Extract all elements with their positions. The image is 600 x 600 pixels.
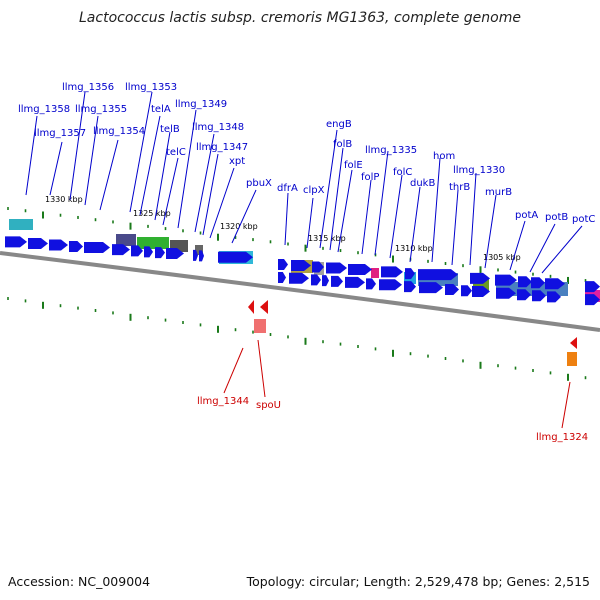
label-leaders (25, 91, 583, 274)
gene-label-llmg_1355[interactable]: llmg_1355 (75, 104, 127, 115)
gene-label-llmg_1354[interactable]: llmg_1354 (93, 126, 145, 137)
gene-label-llmg_1347[interactable]: llmg_1347 (196, 142, 248, 153)
gene-label-xpt[interactable]: xpt (229, 156, 245, 167)
scale-label-1310: 1310 kbp (395, 244, 433, 253)
scale-label-1330: 1330 kbp (45, 195, 83, 204)
gene-label-llmg_1324[interactable]: llmg_1324 (536, 432, 588, 443)
gene-label-telB[interactable]: telB (160, 124, 180, 135)
gene-label-potB[interactable]: potB (545, 212, 568, 223)
gene-label-llmg_1330[interactable]: llmg_1330 (453, 165, 505, 176)
gene-label-llmg_1357[interactable]: llmg_1357 (34, 128, 86, 139)
scale-labels: 1330 kbp 1325 kbp 1320 kbp 1315 kbp 1310… (45, 195, 521, 262)
gene-label-telC[interactable]: telC (166, 147, 186, 158)
scale-label-1325: 1325 kbp (133, 209, 171, 218)
gene-label-hom[interactable]: hom (433, 151, 455, 162)
scale-label-1315: 1315 kbp (308, 234, 346, 243)
gene-label-folE[interactable]: folE (344, 160, 363, 171)
map-title: Lactococcus lactis subsp. cremoris MG136… (79, 10, 521, 26)
scale-label-1305: 1305 kbp (483, 253, 521, 262)
gene-label-murB[interactable]: murB (485, 187, 512, 198)
gene-label-clpX[interactable]: clpX (303, 185, 325, 196)
gene-label-dfrA[interactable]: dfrA (277, 183, 298, 194)
gene-label-potA[interactable]: potA (515, 210, 538, 221)
gene-label-pbuX[interactable]: pbuX (246, 178, 272, 189)
gene-label-folP[interactable]: folP (361, 172, 379, 183)
reverse-leaders (223, 339, 571, 429)
gene-label-llmg_1348[interactable]: llmg_1348 (192, 122, 244, 133)
genome-backbone (0, 251, 600, 332)
gene-label-llmg_1358[interactable]: llmg_1358 (18, 104, 70, 115)
gene-label-llmg_1353[interactable]: llmg_1353 (125, 82, 177, 93)
gene-label-potC[interactable]: potC (572, 214, 595, 225)
scale-label-1320: 1320 kbp (220, 222, 258, 231)
gene-label-telA[interactable]: telA (151, 104, 171, 115)
gene-label-folB[interactable]: folB (333, 139, 352, 150)
gene-label-spoU[interactable]: spoU (256, 400, 281, 411)
reverse-features (248, 300, 577, 366)
accession-text: Accession: NC_009004 (8, 574, 150, 589)
gene-label-engB[interactable]: engB (326, 119, 352, 130)
gene-arrows (5, 236, 600, 306)
gene-label-thrB[interactable]: thrB (449, 182, 470, 193)
gene-label-llmg_1349[interactable]: llmg_1349 (175, 99, 227, 110)
gene-label-llmg_1344[interactable]: llmg_1344 (197, 396, 249, 407)
scale-ticks (7, 207, 587, 381)
gene-label-folC[interactable]: folC (393, 167, 412, 178)
genome-summary-text: Topology: circular; Length: 2,529,478 bp… (246, 574, 590, 589)
bottom-gene-labels: llmg_1344 spoU llmg_1324 (197, 396, 588, 443)
gene-label-llmg_1356[interactable]: llmg_1356 (62, 82, 114, 93)
gene-label-dukB[interactable]: dukB (410, 178, 435, 189)
top-gene-labels: llmg_1356 llmg_1353 llmg_1358 llmg_1355 … (18, 82, 595, 225)
gene-label-llmg_1335[interactable]: llmg_1335 (365, 145, 417, 156)
